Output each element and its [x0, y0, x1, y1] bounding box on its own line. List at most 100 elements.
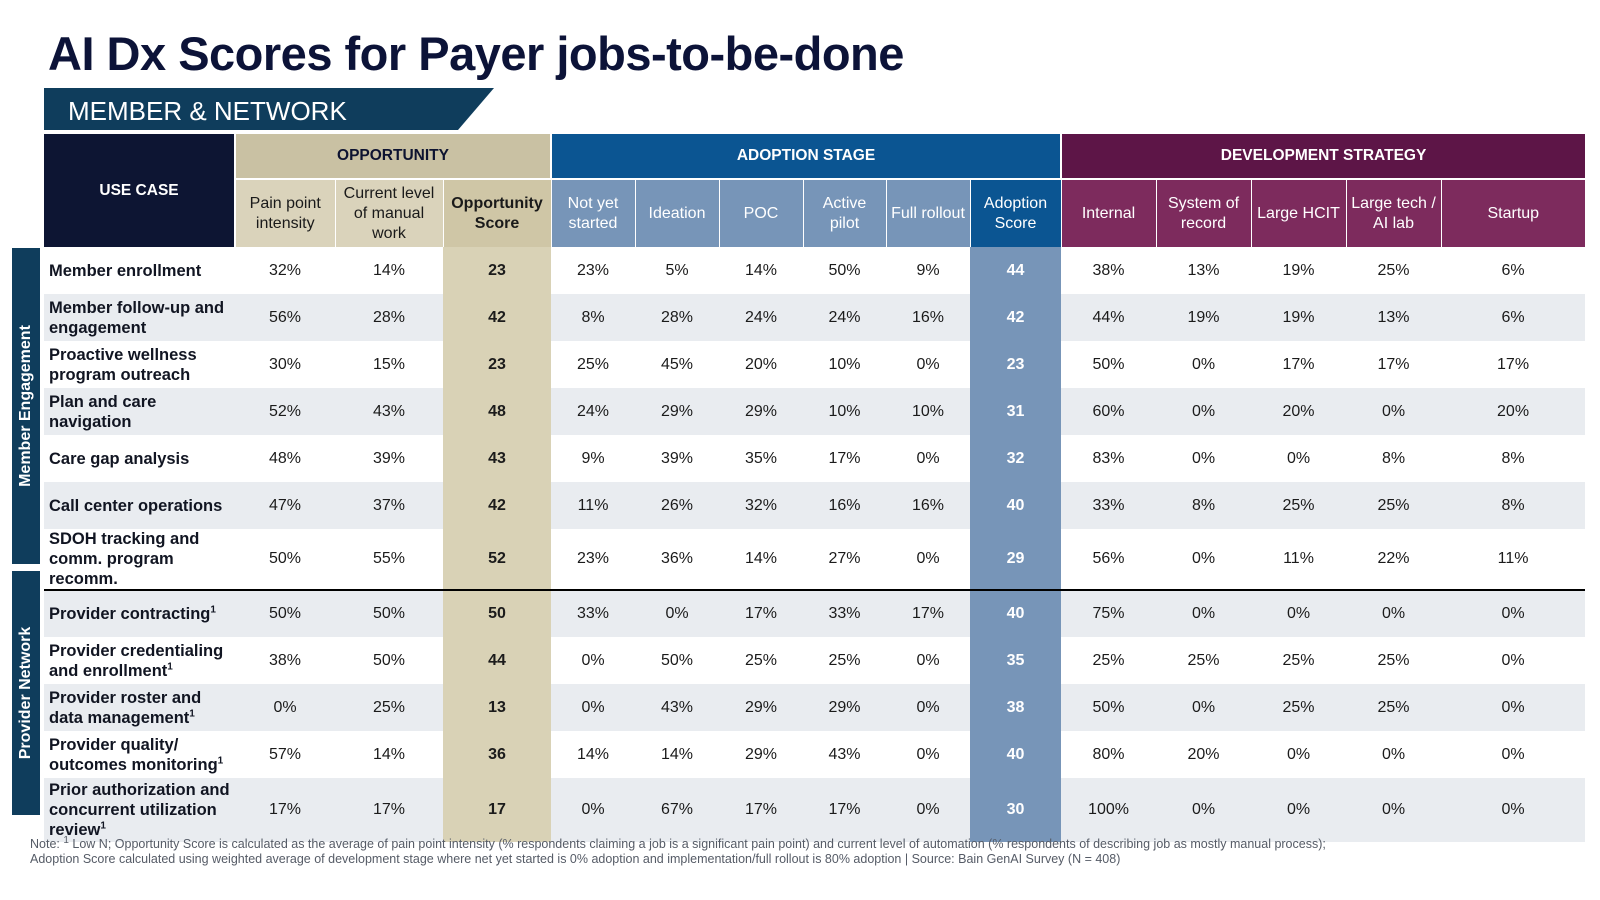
cell-opp: 42	[443, 482, 551, 529]
cell-startup: 6%	[1441, 294, 1586, 341]
footnote-marker: 1	[189, 708, 195, 719]
cell-sor: 25%	[1187, 651, 1220, 669]
cell-internal: 83%	[1092, 449, 1125, 467]
header-use-case: USE CASE	[44, 134, 236, 247]
side-label-provider-network: Provider Network	[12, 571, 40, 815]
use-case-cell: Provider roster and data management1	[44, 684, 235, 731]
cell-poc: 29%	[719, 388, 803, 435]
cell-not-yet: 8%	[551, 294, 635, 341]
cell-manual: 50%	[335, 589, 443, 637]
cell-opp: 50	[443, 589, 551, 637]
cell-not-yet: 14%	[576, 745, 610, 763]
cell-rollout: 0%	[916, 550, 940, 567]
cell-sor: 13%	[1187, 261, 1220, 279]
cell-hcit: 25%	[1251, 684, 1347, 731]
cell-rollout: 9%	[916, 261, 940, 279]
cell-startup: 0%	[1441, 589, 1586, 637]
cell-rollout: 0%	[886, 684, 970, 731]
cell-manual: 28%	[335, 294, 443, 341]
cell-rollout: 17%	[886, 589, 970, 637]
cell-opp: 36	[443, 731, 551, 778]
use-case-label: Member enrollment	[49, 261, 202, 280]
cell-internal: 33%	[1061, 482, 1157, 529]
cell-ailab: 0%	[1381, 745, 1406, 763]
cell-pain: 56%	[235, 294, 335, 341]
cell-pain: 17%	[235, 778, 335, 842]
cell-adopt: 40	[970, 589, 1062, 637]
cell-internal: 50%	[1092, 355, 1125, 373]
cell-ailab: 0%	[1346, 388, 1442, 435]
cell-ailab: 0%	[1346, 778, 1442, 842]
cell-manual: 55%	[372, 550, 406, 567]
header-current-manual-work: Current level of manual work	[335, 179, 444, 247]
cell-poc: 17%	[719, 778, 803, 842]
cell-hcit: 11%	[1283, 550, 1314, 567]
cell-pain: 50%	[268, 550, 302, 567]
use-case-label: Provider credentialing and enrollment	[49, 641, 224, 680]
cell-opp: 13	[443, 684, 551, 731]
cell-pilot: 17%	[828, 449, 861, 467]
header-full-rollout: Full rollout	[886, 179, 971, 247]
cell-not-yet: 0%	[581, 651, 605, 669]
table-row: Plan and care navigation 52% 43% 48 24% 29% 29…	[44, 388, 1586, 435]
cell-manual: 25%	[335, 684, 443, 731]
cell-ailab: 25%	[1377, 651, 1410, 669]
cell-rollout: 0%	[916, 449, 940, 467]
cell-internal: 80%	[1092, 745, 1125, 763]
cell-not-yet: 23%	[576, 261, 610, 279]
cell-pilot: 27%	[828, 550, 861, 567]
use-case-cell: Care gap analysis	[44, 435, 235, 482]
cell-sor: 20%	[1187, 745, 1220, 763]
cell-opp: 43	[443, 435, 551, 482]
cell-internal: 38%	[1092, 261, 1125, 279]
cell-manual: 14%	[372, 745, 406, 763]
cell-startup: 8%	[1441, 482, 1586, 529]
cell-ailab: 25%	[1346, 684, 1442, 731]
cell-sor: 0%	[1156, 589, 1252, 637]
cell-not-yet: 9%	[581, 449, 605, 467]
cell-pain: 47%	[235, 482, 335, 529]
cell-startup: 0%	[1441, 778, 1586, 842]
cell-rollout: 0%	[916, 745, 940, 763]
use-case-cell: Provider quality/ outcomes monitoring1	[44, 731, 235, 778]
section-banner: MEMBER & NETWORK	[44, 88, 494, 130]
header-opportunity-score: Opportunity Score	[443, 179, 552, 247]
cell-adopt: 35	[970, 637, 1062, 684]
cell-ailab: 25%	[1377, 261, 1410, 279]
cell-sor: 0%	[1156, 684, 1252, 731]
cell-not-yet: 33%	[551, 589, 635, 637]
cell-rollout: 0%	[916, 355, 940, 373]
cell-not-yet: 23%	[576, 550, 610, 567]
cell-hcit: 17%	[1282, 355, 1315, 373]
use-case-cell: SDOH tracking and comm. program recomm.	[44, 529, 235, 590]
header-group-opportunity: OPPORTUNITY	[235, 134, 552, 180]
cell-pain: 50%	[235, 589, 335, 637]
table-row: Prior authorization and concurrent utili…	[44, 778, 1586, 842]
cell-rollout: 10%	[886, 388, 970, 435]
cell-ideation: 43%	[635, 684, 719, 731]
cell-internal: 50%	[1061, 684, 1157, 731]
cell-manual: 15%	[372, 355, 406, 373]
cell-sor: 0%	[1156, 388, 1252, 435]
cell-internal: 56%	[1092, 550, 1125, 567]
cell-manual: 14%	[372, 261, 406, 279]
table-row: Provider contracting1 50% 50% 50 33% 0% 17% 33%…	[44, 589, 1586, 637]
cell-poc: 17%	[719, 589, 803, 637]
header-system-of-record: System of record	[1156, 179, 1252, 247]
header-large-tech-ai-lab: Large tech / AI lab	[1346, 179, 1442, 247]
footnote: Note: 1 Low N; Opportunity Score is calc…	[30, 835, 1350, 867]
cell-adopt: 42	[970, 294, 1062, 341]
use-case-label: Proactive wellness program outreach	[49, 345, 197, 384]
cell-ideation: 45%	[660, 355, 694, 373]
cell-ailab: 17%	[1377, 355, 1410, 373]
cell-sor: 0%	[1156, 778, 1252, 842]
cell-hcit: 20%	[1251, 388, 1347, 435]
table-row: Proactive wellness program outreach 30% 15…	[44, 341, 1585, 388]
page-title: AI Dx Scores for Payer jobs-to-be-done	[48, 27, 904, 80]
use-case-cell: Call center operations	[44, 482, 235, 529]
cell-poc: 29%	[744, 745, 778, 763]
cell-sor: 0%	[1191, 449, 1216, 467]
cell-adopt: 32	[970, 435, 1062, 482]
cell-adopt: 31	[970, 388, 1062, 435]
cell-opp: 44	[443, 637, 551, 684]
